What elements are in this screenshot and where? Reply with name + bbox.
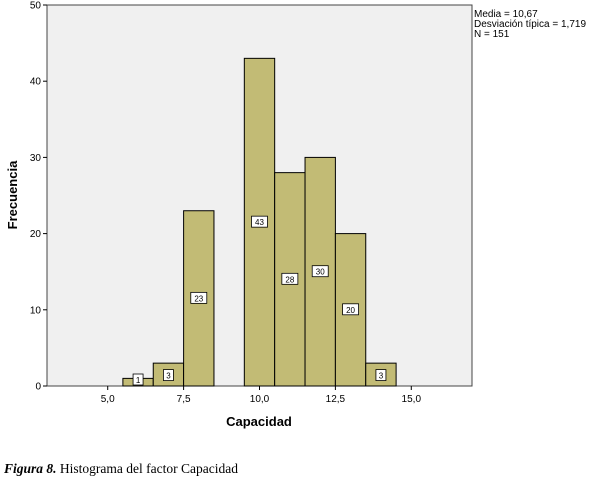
stat-n: N = 151	[474, 29, 510, 40]
data-label: 28	[285, 275, 294, 284]
data-label: 3	[166, 372, 171, 381]
data-label: 20	[346, 306, 355, 315]
y-tick-label: 0	[35, 382, 41, 393]
data-label: 3	[379, 372, 384, 381]
data-label-box	[375, 369, 387, 381]
data-label: 30	[316, 268, 325, 277]
stat-mean: Media = 10,67	[474, 9, 538, 20]
x-tick-label: 5,0	[101, 394, 115, 405]
x-tick-label: 15,0	[402, 394, 422, 405]
x-tick-label: 10,0	[250, 394, 270, 405]
y-tick-label: 50	[30, 1, 42, 12]
y-axis-title: Frecuencia	[5, 160, 20, 229]
data-label: 1	[136, 376, 141, 385]
y-axis: 0 10 20 30 40 50	[30, 1, 47, 393]
y-tick-label: 40	[30, 77, 42, 88]
statistics-box: Media = 10,67 Desviación típica = 1,719 …	[474, 10, 586, 40]
data-label-box	[311, 265, 329, 278]
histogram-bar	[274, 172, 306, 387]
figure-label: Figura 8.	[4, 461, 57, 476]
data-label: 43	[255, 218, 264, 227]
y-tick-label: 10	[30, 305, 42, 316]
data-labels-group: 1 3 23 43 28 30 20 3	[132, 215, 387, 386]
data-label-box	[163, 369, 174, 381]
figure-caption: Figura 8. Histograma del factor Capacida…	[4, 461, 238, 477]
figure-caption-text: Histograma del factor Capacidad	[56, 461, 238, 476]
x-tick-label: 12,5	[326, 394, 346, 405]
x-axis-title: Capacidad	[226, 414, 292, 429]
data-label: 23	[194, 294, 203, 303]
data-label-box	[342, 303, 359, 316]
histogram-bar	[183, 210, 215, 387]
bars-group	[122, 57, 397, 387]
data-label-box	[132, 373, 144, 386]
x-axis: 5,0 7,5 10,0 12,5 15,0	[101, 386, 422, 405]
data-label-box	[190, 291, 208, 304]
y-tick-label: 30	[30, 153, 42, 164]
stat-std-dev: Desviación típica = 1,719	[474, 19, 587, 30]
y-tick-label: 20	[30, 229, 42, 240]
data-label-box	[251, 215, 268, 228]
histogram-bar	[334, 233, 367, 387]
x-tick-label: 7,5	[177, 394, 191, 405]
data-label-box	[281, 272, 299, 285]
